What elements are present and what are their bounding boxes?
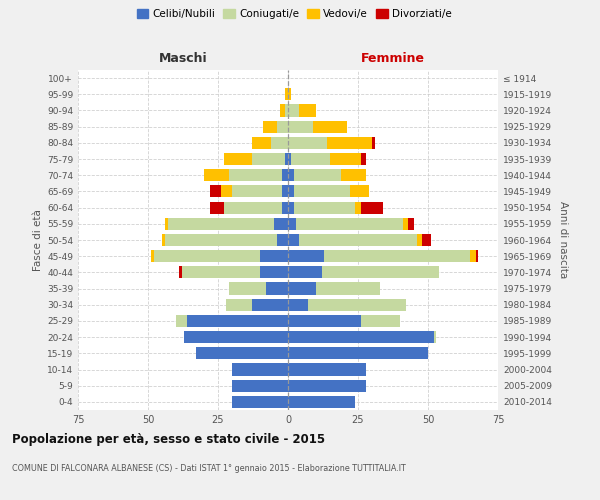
Bar [263,120,277,132]
Bar [251,298,288,311]
Bar [288,186,293,198]
Bar [288,348,428,360]
Bar [283,202,288,213]
Bar [288,104,299,117]
Bar [288,234,299,246]
Y-axis label: Anni di nascita: Anni di nascita [557,202,568,278]
Bar [285,88,288,101]
Bar [299,104,316,117]
Bar [288,169,293,181]
Text: Maschi: Maschi [158,52,208,65]
Bar [229,282,266,294]
Bar [277,234,288,246]
Bar [288,282,316,294]
Y-axis label: Fasce di età: Fasce di età [33,209,43,271]
Bar [288,396,355,408]
Bar [165,234,277,246]
Bar [330,153,361,165]
Bar [288,364,367,376]
Bar [288,331,434,343]
Bar [293,169,341,181]
Bar [229,169,283,181]
Bar [280,104,285,117]
Bar [434,331,436,343]
Bar [361,153,367,165]
Bar [232,364,288,376]
Bar [293,186,350,198]
Bar [165,218,167,230]
Bar [288,380,367,392]
Bar [288,202,293,213]
Bar [209,186,221,198]
Bar [313,120,347,132]
Bar [232,186,283,198]
Text: Femmine: Femmine [361,52,425,65]
Bar [288,137,327,149]
Bar [288,218,296,230]
Text: Popolazione per età, sesso e stato civile - 2015: Popolazione per età, sesso e stato civil… [12,432,325,446]
Bar [209,202,224,213]
Bar [288,120,313,132]
Bar [151,250,154,262]
Bar [327,137,372,149]
Bar [476,250,478,262]
Bar [187,315,288,327]
Bar [422,234,431,246]
Bar [316,282,380,294]
Bar [288,315,361,327]
Bar [341,169,367,181]
Bar [182,266,260,278]
Bar [355,202,361,213]
Bar [285,104,288,117]
Bar [288,153,291,165]
Bar [325,250,470,262]
Bar [322,266,439,278]
Bar [361,202,383,213]
Bar [162,234,165,246]
Bar [196,348,288,360]
Bar [283,169,288,181]
Bar [179,266,182,278]
Bar [232,380,288,392]
Bar [226,298,251,311]
Bar [288,250,325,262]
Bar [224,153,251,165]
Bar [299,234,417,246]
Bar [372,137,375,149]
Bar [361,315,400,327]
Bar [288,266,322,278]
Bar [260,250,288,262]
Bar [224,202,283,213]
Text: COMUNE DI FALCONARA ALBANESE (CS) - Dati ISTAT 1° gennaio 2015 - Elaborazione TU: COMUNE DI FALCONARA ALBANESE (CS) - Dati… [12,464,406,473]
Bar [296,218,403,230]
Legend: Celibi/Nubili, Coniugati/e, Vedovi/e, Divorziati/e: Celibi/Nubili, Coniugati/e, Vedovi/e, Di… [133,5,455,24]
Bar [260,266,288,278]
Bar [308,298,406,311]
Bar [285,153,288,165]
Bar [417,234,422,246]
Bar [288,88,291,101]
Bar [184,331,288,343]
Bar [350,186,369,198]
Bar [232,396,288,408]
Bar [470,250,476,262]
Bar [288,298,308,311]
Bar [266,282,288,294]
Bar [204,169,229,181]
Bar [251,137,271,149]
Bar [291,153,330,165]
Bar [283,186,288,198]
Bar [154,250,260,262]
Bar [176,315,187,327]
Bar [221,186,232,198]
Bar [251,153,285,165]
Bar [403,218,409,230]
Bar [293,202,355,213]
Bar [274,218,288,230]
Bar [277,120,288,132]
Bar [409,218,414,230]
Bar [271,137,288,149]
Bar [167,218,274,230]
